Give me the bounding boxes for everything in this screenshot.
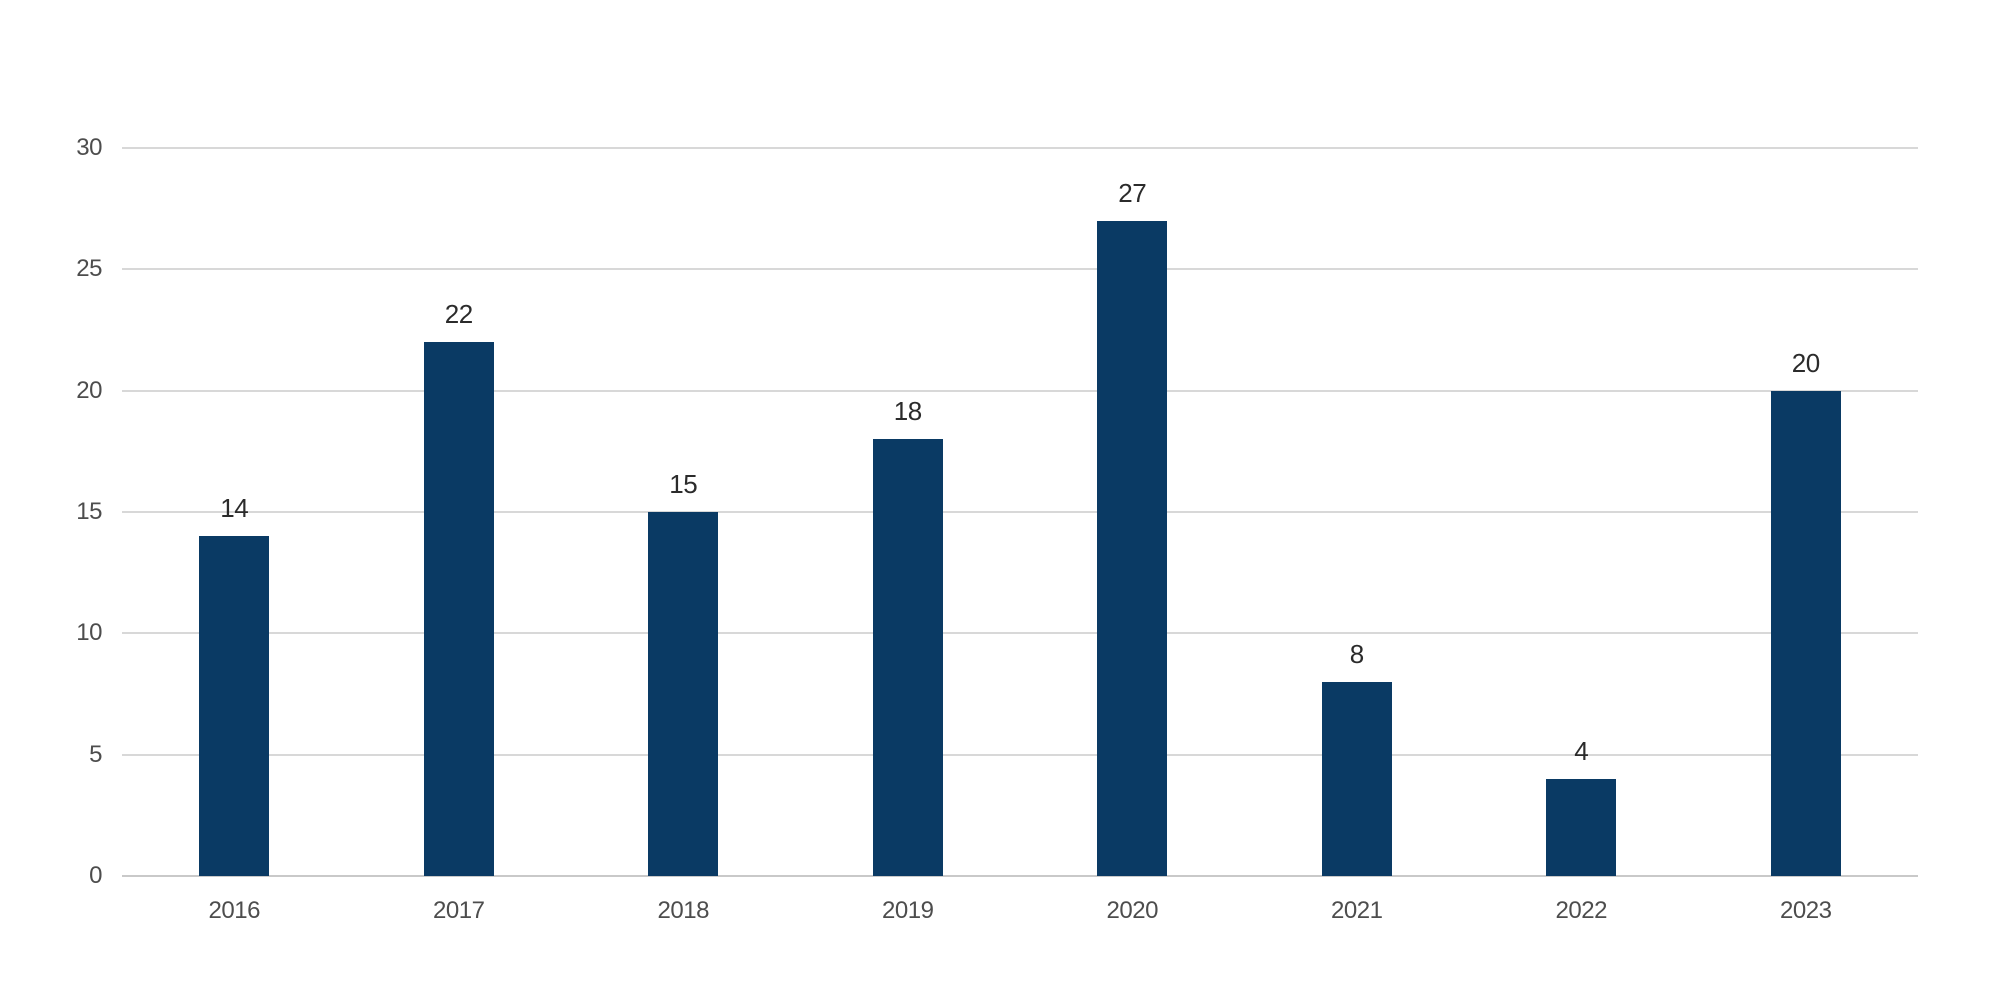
value-label-2016: 14 [220,493,249,524]
y-tick-label-10: 10 [76,619,102,647]
bar-2022 [1546,778,1617,876]
y-tick-label-15: 15 [76,498,102,525]
gridline-30 [122,147,1918,149]
x-tick-label-2020: 2020 [1106,897,1159,924]
x-tick-label-2022: 2022 [1555,897,1608,924]
value-label-2018: 15 [669,469,698,499]
gridline-20 [122,389,1918,392]
y-tick-label-25: 25 [76,255,102,283]
value-label-2020: 27 [1118,177,1147,208]
gridline-25 [122,268,1918,271]
value-label-2022: 4 [1574,735,1589,766]
y-tick-label-0: 0 [89,862,102,889]
gridline-15 [122,511,1918,513]
value-label-2023: 20 [1791,347,1820,378]
bar-2016 [199,536,270,876]
y-tick-label-5: 5 [89,740,102,768]
value-label-2021: 8 [1349,638,1364,669]
bar-2021 [1321,681,1392,876]
x-tick-label-2019: 2019 [882,897,934,924]
value-label-2019: 18 [893,396,922,427]
x-tick-label-2021: 2021 [1331,897,1383,924]
bar-2017 [423,342,494,876]
y-tick-label-20: 20 [76,376,102,404]
x-tick-label-2017: 2017 [433,897,485,924]
x-tick-label-2018: 2018 [657,897,710,924]
value-label-2017: 22 [444,299,473,330]
gridline-0 [122,875,1918,877]
gridline-10 [122,632,1918,635]
y-tick-label-30: 30 [76,134,102,161]
gridline-5 [122,753,1918,756]
x-tick-label-2016: 2016 [208,897,261,924]
x-tick-label-2023: 2023 [1780,897,1832,924]
bar-2018 [648,512,719,876]
bar-2023 [1770,390,1841,876]
bar-2020 [1097,220,1168,876]
bar-2019 [872,439,943,876]
